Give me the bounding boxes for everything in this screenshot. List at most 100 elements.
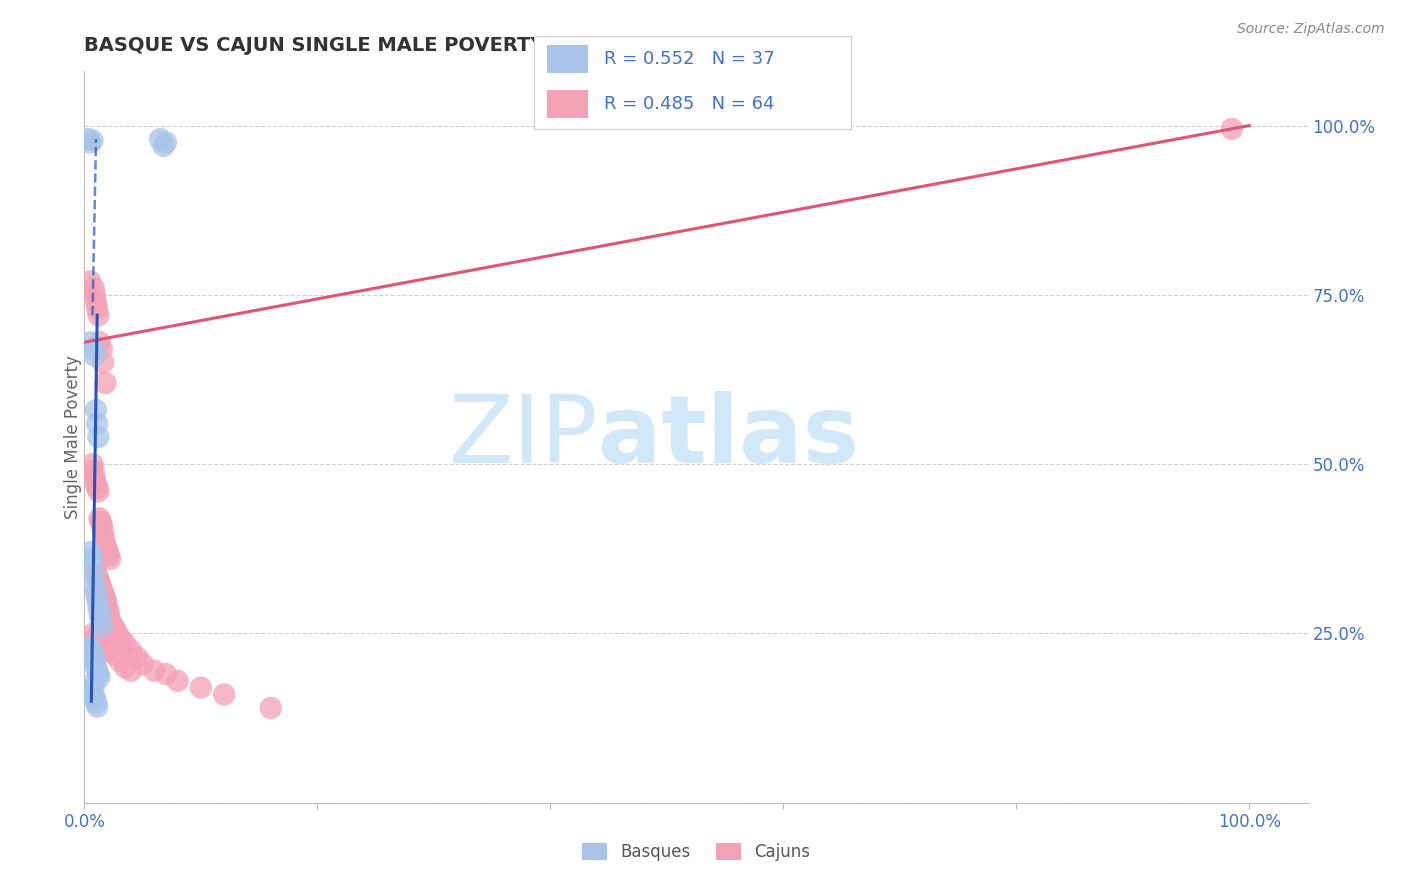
Text: ZIP: ZIP: [449, 391, 598, 483]
Point: [82, 133, 104, 147]
Text: R = 0.485   N = 64: R = 0.485 N = 64: [605, 95, 775, 112]
Point: [90, 582, 112, 597]
Point: [103, 620, 125, 634]
Text: atlas: atlas: [598, 391, 859, 483]
Point: [86, 569, 108, 583]
Point: [89, 511, 111, 525]
Point: [90, 637, 112, 651]
Point: [86, 699, 108, 714]
Point: [84, 403, 107, 417]
Point: [98, 613, 121, 627]
Text: BASQUE VS CAJUN SINGLE MALE POVERTY CORRELATION CHART: BASQUE VS CAJUN SINGLE MALE POVERTY CORR…: [84, 36, 785, 54]
Bar: [547, 90, 588, 118]
Y-axis label: Single Male Poverty: Single Male Poverty: [65, 355, 82, 519]
Point: [83, 650, 105, 665]
Point: [87, 572, 110, 586]
Point: [114, 637, 136, 651]
Point: [79, 274, 101, 288]
Point: [155, 136, 177, 150]
Point: [97, 643, 120, 657]
Point: [87, 599, 110, 614]
Point: [84, 477, 107, 491]
Bar: [547, 45, 588, 73]
Point: [100, 616, 122, 631]
Point: [90, 518, 112, 533]
Point: [96, 541, 118, 556]
Point: [93, 532, 115, 546]
Point: [80, 688, 103, 702]
Point: [152, 139, 174, 153]
Point: [149, 132, 172, 146]
Point: [83, 654, 105, 668]
Point: [120, 664, 142, 678]
Point: [90, 579, 112, 593]
Point: [104, 623, 127, 637]
Point: [90, 613, 112, 627]
Point: [93, 589, 115, 603]
Point: [76, 132, 98, 146]
Point: [84, 294, 107, 309]
Point: [87, 308, 110, 322]
Point: [87, 633, 110, 648]
Point: [90, 515, 112, 529]
Point: [91, 524, 114, 539]
Point: [111, 633, 134, 648]
Point: [94, 376, 117, 390]
Point: [108, 654, 131, 668]
Point: [79, 136, 101, 150]
Point: [89, 606, 111, 620]
Point: [83, 566, 105, 580]
Point: [91, 355, 114, 369]
Point: [83, 349, 105, 363]
Text: Source: ZipAtlas.com: Source: ZipAtlas.com: [1237, 22, 1385, 37]
Point: [79, 640, 101, 654]
Point: [84, 696, 107, 710]
Point: [94, 592, 117, 607]
Point: [120, 643, 142, 657]
Point: [87, 430, 110, 444]
Point: [82, 552, 104, 566]
Point: [83, 281, 105, 295]
Point: [79, 335, 101, 350]
Point: [86, 417, 108, 431]
Point: [83, 681, 105, 695]
Point: [84, 630, 107, 644]
Point: [89, 335, 111, 350]
Point: [212, 688, 235, 702]
Point: [94, 538, 117, 552]
Point: [84, 566, 107, 580]
Point: [82, 647, 104, 661]
Point: [97, 545, 120, 559]
Point: [125, 650, 148, 665]
Point: [84, 586, 107, 600]
Text: R = 0.552   N = 37: R = 0.552 N = 37: [605, 50, 775, 68]
Point: [143, 664, 166, 678]
Point: [155, 667, 177, 681]
Point: [79, 545, 101, 559]
Point: [94, 640, 117, 654]
Point: [83, 288, 105, 302]
Point: [87, 667, 110, 681]
Point: [108, 630, 131, 644]
Point: [80, 643, 103, 657]
Point: [90, 342, 112, 356]
Point: [86, 592, 108, 607]
Point: [190, 681, 212, 695]
Point: [114, 660, 136, 674]
Point: [83, 690, 105, 705]
Point: [89, 575, 111, 590]
Point: [86, 664, 108, 678]
Point: [1220, 122, 1243, 136]
Point: [91, 586, 114, 600]
Point: [83, 579, 105, 593]
Point: [96, 596, 118, 610]
Legend: Basques, Cajuns: Basques, Cajuns: [575, 836, 817, 868]
Point: [166, 673, 188, 688]
Point: [97, 603, 120, 617]
Point: [82, 677, 104, 691]
Point: [87, 484, 110, 499]
Point: [131, 657, 153, 671]
Point: [103, 647, 125, 661]
Point: [83, 464, 105, 478]
Point: [98, 552, 121, 566]
